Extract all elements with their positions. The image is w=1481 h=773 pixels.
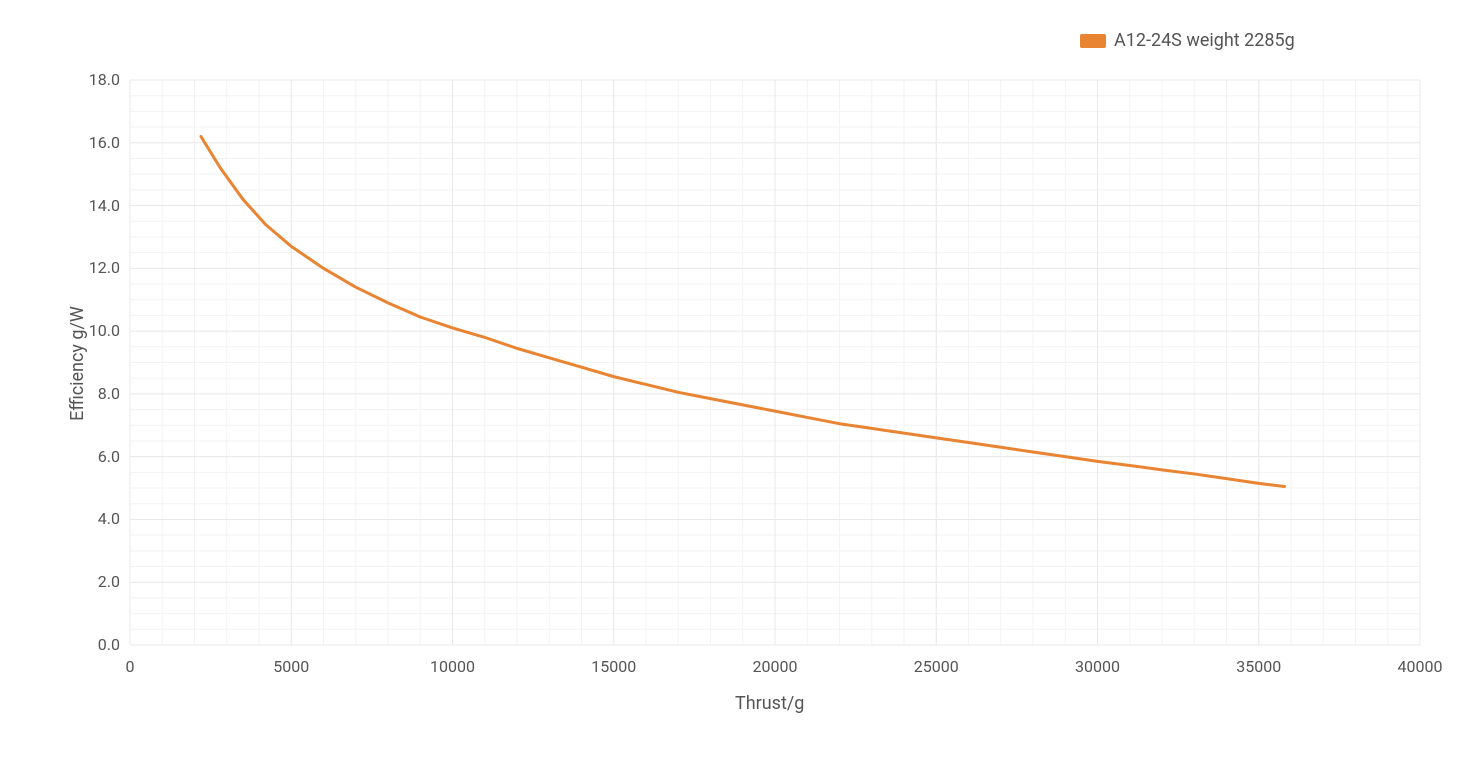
legend-label: A12-24S weight 2285g: [1114, 30, 1295, 51]
y-tick-label: 4.0: [98, 509, 120, 528]
x-tick-label: 5000: [261, 657, 321, 676]
y-tick-label: 6.0: [98, 447, 120, 466]
plot-svg: [130, 80, 1420, 645]
x-tick-label: 0: [100, 657, 160, 676]
x-tick-label: 40000: [1390, 657, 1450, 676]
x-tick-label: 15000: [584, 657, 644, 676]
x-tick-label: 30000: [1068, 657, 1128, 676]
x-axis-title: Thrust/g: [735, 693, 804, 714]
y-tick-label: 14.0: [89, 196, 120, 215]
y-tick-label: 16.0: [89, 133, 120, 152]
y-tick-label: 0.0: [98, 635, 120, 654]
x-tick-label: 20000: [745, 657, 805, 676]
y-tick-label: 10.0: [89, 321, 120, 340]
y-axis-title: Efficiency g/W: [67, 306, 88, 421]
y-tick-label: 12.0: [89, 258, 120, 277]
y-tick-label: 2.0: [98, 572, 120, 591]
efficiency-chart: A12-24S weight 2285g Efficiency g/W Thru…: [0, 0, 1481, 773]
x-tick-label: 35000: [1229, 657, 1289, 676]
x-tick-label: 25000: [906, 657, 966, 676]
y-tick-label: 18.0: [89, 70, 120, 89]
plot-area: [130, 80, 1420, 645]
y-tick-label: 8.0: [98, 384, 120, 403]
x-tick-label: 10000: [423, 657, 483, 676]
legend: A12-24S weight 2285g: [1080, 30, 1295, 51]
legend-swatch: [1080, 34, 1106, 48]
